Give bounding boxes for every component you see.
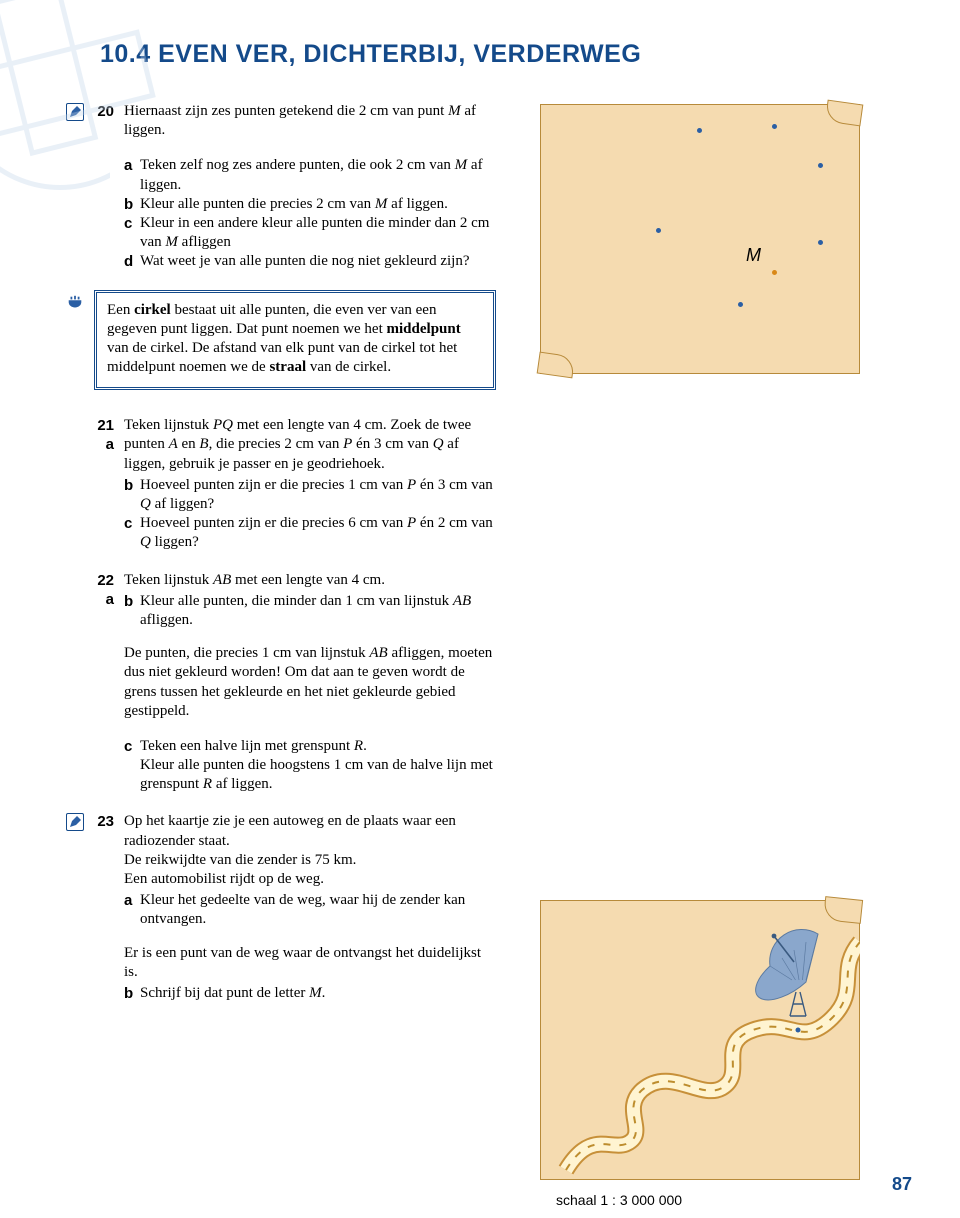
sub-label: b (124, 592, 140, 630)
sub-label: b (124, 195, 140, 214)
figure-map-radio: schaal 1 : 3 000 000 (540, 900, 860, 1180)
exercise-note: De punten, die precies 1 cm van lijnstuk… (124, 644, 496, 721)
pencil-icon (66, 813, 86, 833)
m-label: M (746, 244, 761, 267)
sub-text: Teken zelf nog zes andere punten, die oo… (140, 156, 496, 194)
exercise-number: 21 a (86, 416, 124, 552)
sub-label: a (124, 156, 140, 194)
sub-text: Kleur het gedeelte van de weg, waar hij … (140, 891, 496, 929)
exercise-22: 22 a Teken lijnstuk AB met een lengte va… (66, 571, 496, 795)
sub-label: c (124, 214, 140, 252)
sub-label: b (124, 984, 140, 1003)
sub-label: c (124, 737, 140, 795)
definition-text: Een cirkel bestaat uit alle punten, die … (94, 290, 496, 391)
sub-label: d (124, 252, 140, 271)
sub-text: Teken lijnstuk AB met een lengte van 4 c… (124, 571, 496, 590)
sub-text: Wat weet je van alle punten die nog niet… (140, 252, 496, 271)
exercise-intro: Op het kaartje zie je een autoweg en de … (124, 812, 496, 889)
sub-text: Kleur alle punten, die minder dan 1 cm v… (140, 592, 496, 630)
pencil-icon (66, 103, 86, 123)
page-number: 87 (892, 1173, 912, 1196)
exercise-20: 20 Hiernaast zijn zes punten getekend di… (66, 102, 496, 272)
exercise-number: 23 (86, 812, 124, 1003)
scale-text: schaal 1 : 3 000 000 (556, 1192, 682, 1210)
map-svg (540, 900, 860, 1180)
sub-text: Schrijf bij dat punt de letter M. (140, 984, 496, 1003)
sub-text: Teken lijnstuk PQ met een lengte van 4 c… (124, 416, 496, 474)
sub-text: Hoeveel punten zijn er die precies 6 cm … (140, 514, 496, 552)
sub-label: c (124, 514, 140, 552)
sub-label: b (124, 476, 140, 514)
sub-text: Kleur in een andere kleur alle punten di… (140, 214, 496, 252)
exercise-note: Er is een punt van de weg waar de ontvan… (124, 944, 496, 982)
exercise-intro: Hiernaast zijn zes punten getekend die 2… (124, 102, 496, 140)
sub-text: Teken een halve lijn met grenspunt R.Kle… (140, 737, 496, 795)
exercise-21: 21 a Teken lijnstuk PQ met een lengte va… (66, 416, 496, 552)
exercise-23: 23 Op het kaartje zie je een autoweg en … (66, 812, 496, 1003)
figure-points-m: M (540, 104, 860, 374)
sub-label: a (124, 891, 140, 929)
radio-dish-icon (756, 930, 818, 1033)
sub-text: Kleur alle punten die precies 2 cm van M… (140, 195, 496, 214)
definition-box: Een cirkel bestaat uit alle punten, die … (66, 290, 496, 391)
note-icon (66, 294, 86, 314)
page-title: 10.4 EVEN VER, DICHTERBIJ, VERDERWEG (100, 38, 908, 70)
exercise-number: 22 a (86, 571, 124, 795)
sub-text: Hoeveel punten zijn er die precies 1 cm … (140, 476, 496, 514)
exercise-number: 20 (86, 102, 124, 272)
